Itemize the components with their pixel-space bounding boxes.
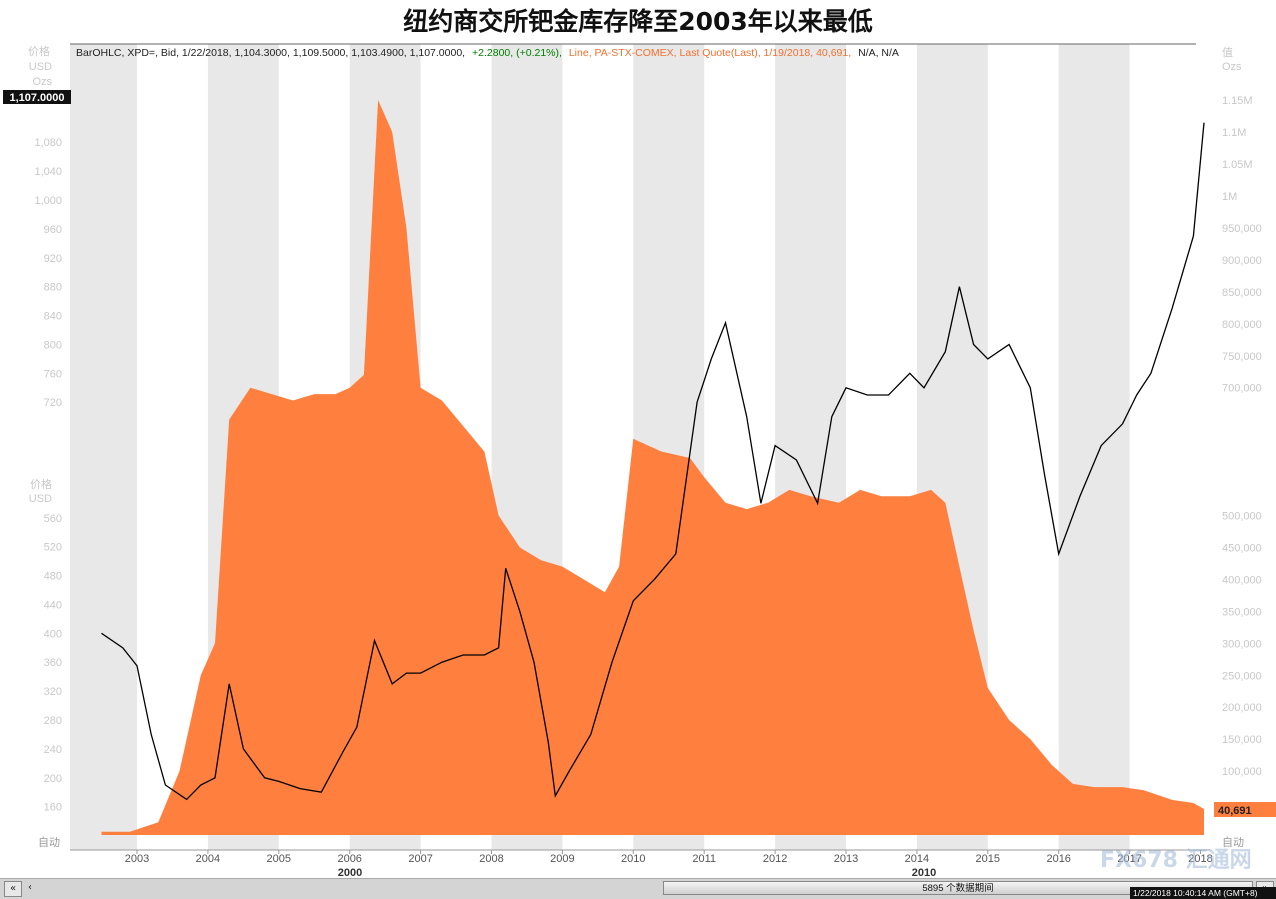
left-axis: 1,080 1,040 1,000 960 920 880 840 800 760 720 560 5… (34, 137, 62, 814)
left-tick-label: 480 (44, 571, 62, 583)
left-axis-title-mid: 价格 (30, 477, 52, 491)
x-tick-label: 2014 (905, 853, 929, 865)
left-tick-label: 920 (44, 253, 62, 265)
year-band-2002 (70, 44, 137, 850)
right-tick-label: 350,000 (1222, 606, 1262, 618)
x-tick-label: 2004 (196, 853, 220, 865)
header-change: +2.2800, (+0.21%), (472, 47, 562, 59)
right-tick-label: 1M (1222, 191, 1237, 203)
right-tick-label: 900,000 (1222, 255, 1262, 267)
left-axis-unit: USD (29, 61, 52, 73)
header-inventory-info: Line, PA-STX-COMEX, Last Quote(Last), 1/… (569, 47, 851, 59)
right-tick-label: 400,000 (1222, 574, 1262, 586)
left-axis-unit2: Ozs (32, 76, 52, 88)
left-tick-label: 720 (44, 397, 62, 409)
scroll-start-button[interactable]: « (4, 881, 22, 897)
x-tick-label: 2010 (621, 853, 645, 865)
right-tick-label: 950,000 (1222, 223, 1262, 235)
left-tick-label: 320 (44, 686, 62, 698)
right-tick-label: 700,000 (1222, 383, 1262, 395)
chart-area: 1,080 1,040 1,000 960 920 880 840 800 760 720 560 5… (0, 0, 1276, 878)
x-tick-label: 2003 (125, 853, 149, 865)
x-tick-label: 2012 (763, 853, 787, 865)
x-tick-label: 2009 (550, 853, 574, 865)
left-auto-button[interactable]: 自动 (38, 836, 60, 849)
x-tick-label: 2008 (479, 853, 503, 865)
right-tick-label: 300,000 (1222, 638, 1262, 650)
left-tick-label: 360 (44, 657, 62, 669)
left-tick-label: 240 (44, 744, 62, 756)
right-tick-label: 1.05M (1222, 159, 1253, 171)
left-tick-label: 440 (44, 600, 62, 612)
decade-label-2010: 2010 (912, 867, 936, 878)
left-axis-title: 价格 (28, 44, 50, 58)
x-tick-label: 2007 (408, 853, 432, 865)
left-tick-label: 520 (44, 542, 62, 554)
header-tail: N/A, N/A (858, 47, 899, 59)
header-price-info: BarOHLC, XPD=, Bid, 1/22/2018, 1,104.300… (76, 47, 465, 59)
right-tick-label: 200,000 (1222, 702, 1262, 714)
left-tick-label: 160 (44, 802, 62, 814)
left-tick-label: 560 (44, 513, 62, 525)
left-tick-label: 760 (44, 368, 62, 380)
right-axis: 1.15M 1.1M 1.05M 1M 950,000 900,000 850,000 800… (1222, 95, 1262, 778)
svg-text:BarOHLC, XPD=, Bid, 1/22/2018,: BarOHLC, XPD=, Bid, 1/22/2018, 1,104.300… (76, 47, 899, 59)
right-tick-label: 150,000 (1222, 734, 1262, 746)
right-tick-label: 250,000 (1222, 670, 1262, 682)
right-tick-label: 500,000 (1222, 511, 1262, 523)
left-tick-label: 400 (44, 628, 62, 640)
last-value-label: 40,691 (1218, 805, 1252, 817)
left-tick-label: 280 (44, 715, 62, 727)
bottom-toolbar: « ‹ 5895 个数据期间 » 1/22/2018 10:40:14 AM (… (0, 878, 1276, 899)
x-tick-label: 2005 (267, 853, 291, 865)
right-tick-label: 1.1M (1222, 127, 1246, 139)
right-tick-label: 850,000 (1222, 287, 1262, 299)
right-tick-label: 800,000 (1222, 319, 1262, 331)
x-tick-label: 2013 (834, 853, 858, 865)
left-tick-label: 960 (44, 224, 62, 236)
left-tick-label: 1,000 (34, 195, 62, 207)
right-axis-title: 值 (1222, 46, 1233, 59)
watermark: FX678 汇通网 (1100, 848, 1252, 873)
right-tick-label: 1.15M (1222, 95, 1253, 107)
x-tick-label: 2015 (976, 853, 1000, 865)
scroll-left-button[interactable]: ‹ (22, 881, 38, 895)
left-tick-label: 200 (44, 773, 62, 785)
left-axis-unit-mid: USD (29, 493, 52, 505)
left-tick-label: 1,040 (34, 166, 62, 178)
year-band-2016 (1059, 44, 1130, 850)
x-tick-label: 2016 (1046, 853, 1070, 865)
x-tick-label: 2011 (692, 853, 716, 865)
right-tick-label: 750,000 (1222, 351, 1262, 363)
decade-label-2000: 2000 (338, 867, 362, 878)
right-tick-label: 100,000 (1222, 766, 1262, 778)
timestamp: 1/22/2018 10:40:14 AM (GMT+8) (1130, 887, 1276, 899)
left-tick-label: 880 (44, 282, 62, 294)
last-price-label: 1,107.0000 (9, 92, 64, 104)
x-tick-label: 2006 (337, 853, 361, 865)
x-axis: 2003 2004 2005 2006 2007 2008 2009 2010 2011 2012… (70, 850, 1213, 865)
right-axis-unit: Ozs (1222, 61, 1242, 73)
right-tick-label: 450,000 (1222, 543, 1262, 555)
left-tick-label: 1,080 (34, 137, 62, 149)
left-tick-label: 840 (44, 311, 62, 323)
left-tick-label: 800 (44, 340, 62, 352)
